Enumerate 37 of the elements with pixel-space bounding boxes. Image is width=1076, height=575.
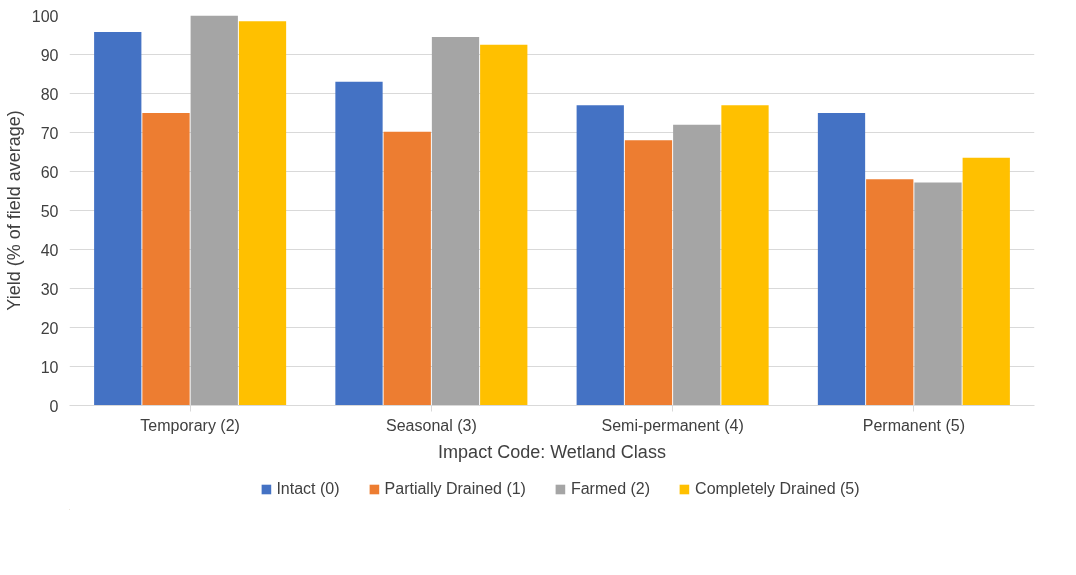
bar (721, 105, 769, 406)
bar (673, 124, 721, 406)
bar (962, 157, 1010, 406)
bar (480, 44, 528, 406)
legend-label: Partially Drained (1) (384, 480, 526, 498)
y-tick-label: 40 (40, 241, 59, 259)
bar (94, 31, 142, 406)
y-tick-label: 90 (40, 46, 59, 64)
bar (576, 105, 624, 406)
bar (383, 131, 431, 406)
bar (190, 15, 238, 406)
x-axis-title: Impact Code: Wetland Class (438, 441, 666, 462)
bar (817, 113, 866, 406)
y-tick-label: 30 (40, 280, 59, 298)
x-tick-label: Semi-permanent (4) (601, 416, 744, 434)
y-tick-label: 80 (40, 85, 59, 103)
bar (431, 36, 480, 406)
y-tick-label: 0 (49, 397, 59, 415)
x-tick-label: Permanent (5) (862, 416, 966, 434)
y-tick-label: 20 (40, 319, 59, 337)
y-tick-label: 50 (40, 202, 59, 220)
x-tick-label: Seasonal (3) (386, 416, 477, 434)
bar (335, 81, 383, 406)
y-tick-label: 70 (40, 124, 59, 142)
y-tick-label: 100 (31, 7, 59, 25)
bar (142, 113, 190, 406)
bar (238, 21, 287, 406)
legend-label: Farmed (2) (570, 480, 651, 498)
y-tick-label: 60 (40, 163, 59, 181)
y-tick-label: 10 (40, 358, 59, 376)
y-axis-title: Yield (% of field average) (3, 110, 24, 311)
bar (866, 179, 914, 406)
legend-label: Completely Drained (5) (695, 480, 860, 498)
bar (624, 140, 673, 406)
x-tick-label: Temporary (2) (140, 416, 240, 434)
legend-label: Intact (0) (276, 480, 340, 498)
bar (914, 182, 962, 406)
